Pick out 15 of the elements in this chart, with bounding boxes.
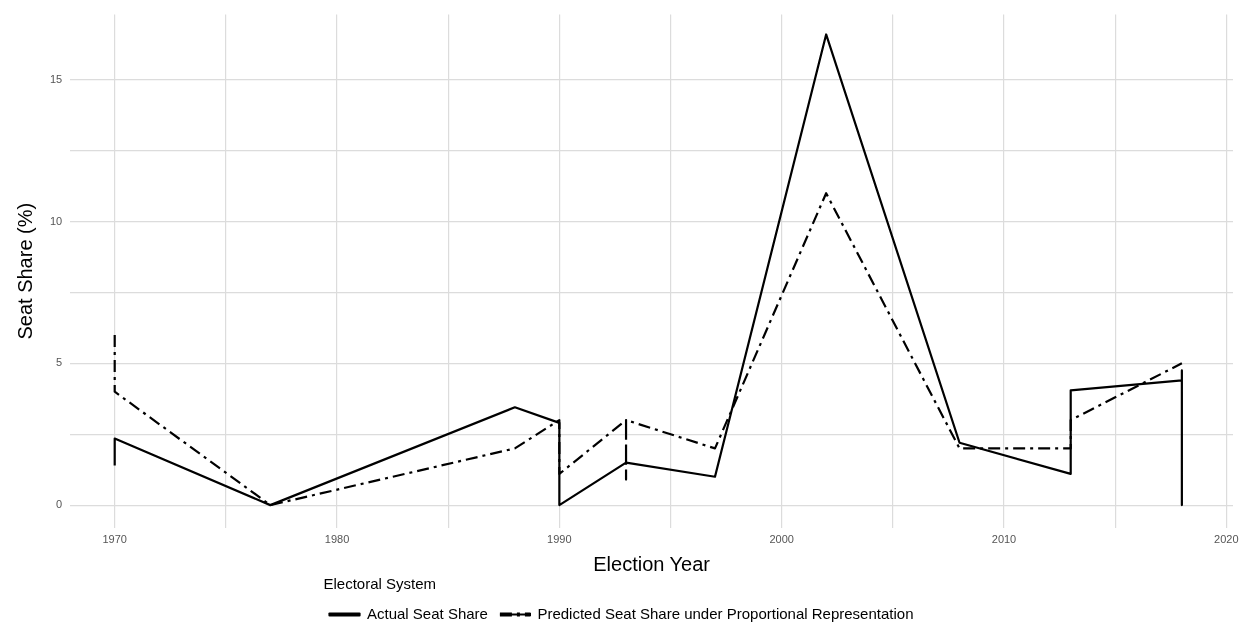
y-tick-label: 5 xyxy=(56,356,63,369)
x-tick-label: 1980 xyxy=(324,533,350,546)
y-tick-label: 15 xyxy=(49,72,63,85)
y-axis-title: Seat Share (%) xyxy=(13,202,36,340)
x-tick-label: 2020 xyxy=(1214,533,1239,546)
x-tick-label: 2000 xyxy=(769,533,794,546)
x-tick-label: 2010 xyxy=(991,533,1017,546)
y-tick-label: 0 xyxy=(56,498,63,511)
legend-label: Actual Seat Share xyxy=(367,604,488,622)
legend-label: Predicted Seat Share under Proportional Representation xyxy=(537,604,914,622)
legend-title: Electoral System xyxy=(323,574,437,592)
y-tick-label: 10 xyxy=(49,214,63,227)
x-tick-label: 1990 xyxy=(547,533,572,546)
x-tick-label: 1970 xyxy=(102,533,127,546)
x-axis-title: Election Year xyxy=(593,552,711,575)
